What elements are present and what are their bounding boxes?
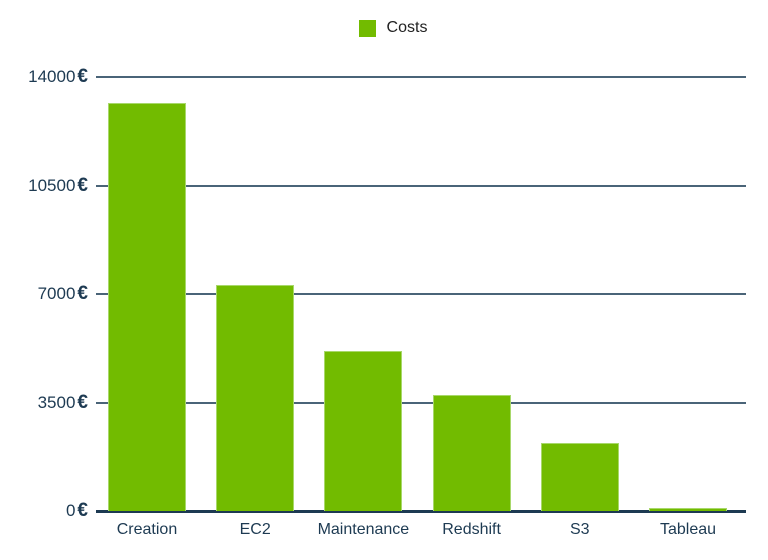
- x-tick-label: Maintenance: [317, 521, 410, 538]
- x-tick-label: Redshift: [442, 521, 501, 538]
- bar-tableau[interactable]: [649, 507, 727, 511]
- y-tick-label: 3500 €: [37, 391, 88, 413]
- bar-maintenance[interactable]: [324, 351, 403, 511]
- gridline: [96, 293, 746, 295]
- bar-redshift[interactable]: [432, 394, 511, 511]
- euro-icon: €: [77, 500, 88, 521]
- gridline: [96, 401, 746, 404]
- gridline: [96, 76, 746, 78]
- chart-legend: Costs: [0, 19, 768, 37]
- y-tick-label: 7000 €: [37, 283, 88, 304]
- legend-swatch: [358, 19, 376, 37]
- legend-item-costs[interactable]: Costs: [358, 19, 428, 37]
- gridline: [96, 184, 746, 187]
- bar-creation[interactable]: [108, 103, 186, 511]
- euro-icon: €: [77, 174, 88, 196]
- x-tick-label: S3: [570, 521, 590, 538]
- x-tick-label: Creation: [116, 521, 178, 538]
- euro-icon: €: [77, 391, 88, 413]
- y-tick-label: 14000 €: [28, 66, 88, 87]
- bar-s3[interactable]: [540, 442, 619, 511]
- x-tick-label: EC2: [239, 521, 271, 538]
- legend-label: Costs: [386, 19, 428, 36]
- euro-icon: €: [77, 283, 88, 304]
- y-tick-label: 10500 €: [28, 174, 88, 196]
- euro-icon: €: [77, 66, 88, 87]
- y-tick-label: 0 €: [65, 500, 88, 521]
- x-tick-label: Tableau: [659, 521, 717, 538]
- x-axis-line: [96, 510, 746, 513]
- bar-ec2[interactable]: [216, 284, 295, 511]
